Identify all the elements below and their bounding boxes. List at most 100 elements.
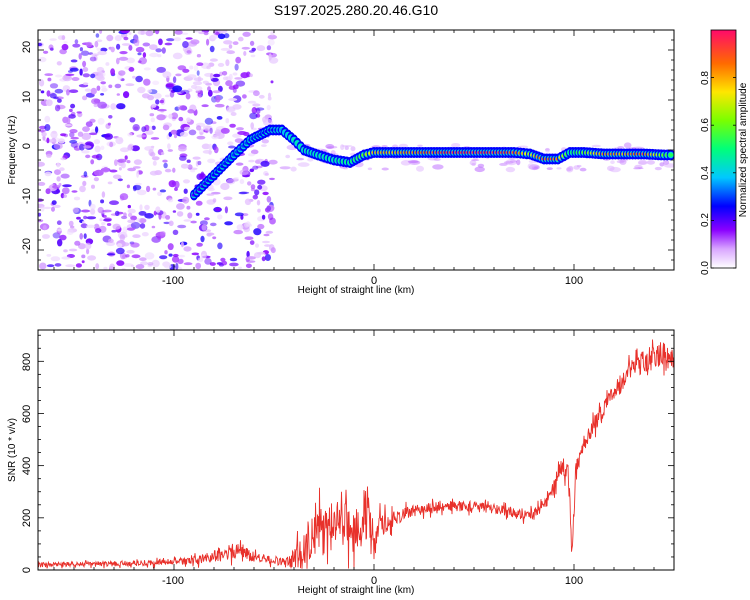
noise-blob [218, 30, 228, 34]
noise-blob [164, 42, 173, 46]
noise-blob [267, 213, 274, 221]
noise-blob [135, 46, 145, 53]
noise-blob [228, 145, 236, 149]
noise-blob [251, 107, 257, 114]
noise-blob [232, 95, 242, 103]
noise-blob [499, 162, 508, 166]
noise-blob [125, 254, 130, 258]
noise-blob [183, 179, 190, 184]
noise-blob [267, 39, 275, 46]
noise-blob [208, 143, 212, 151]
noise-blob [97, 117, 105, 125]
noise-blob [217, 242, 223, 250]
noise-blob [516, 159, 521, 166]
colorbar-tick-label: 0.4 [700, 166, 711, 180]
noise-blob [136, 217, 141, 222]
noise-blob [158, 213, 162, 220]
noise-blob [202, 80, 209, 85]
noise-blob [117, 178, 123, 182]
noise-blob [46, 264, 55, 268]
noise-blob [229, 257, 238, 262]
noise-blob [82, 60, 87, 68]
noise-blob [98, 70, 104, 79]
noise-blob [135, 182, 142, 186]
noise-blob [90, 159, 95, 165]
noise-blob [247, 100, 257, 104]
noise-blob [56, 176, 61, 182]
noise-blob [213, 146, 219, 154]
noise-blob [417, 144, 423, 147]
noise-blob [155, 206, 161, 213]
noise-blob [104, 133, 113, 140]
noise-blob [285, 154, 291, 159]
noise-blob [61, 43, 69, 51]
noise-blob [171, 256, 180, 263]
noise-blob [114, 210, 120, 216]
ridge-core [668, 153, 674, 157]
noise-blob [45, 99, 53, 107]
noise-blob [60, 133, 67, 137]
noise-blob [40, 90, 45, 94]
noise-blob [96, 85, 101, 91]
noise-blob [432, 164, 444, 170]
noise-blob [117, 72, 123, 81]
noise-blob [114, 159, 118, 167]
noise-blob [646, 160, 656, 165]
noise-blob [252, 165, 259, 170]
noise-blob [95, 228, 102, 234]
noise-blob [381, 167, 389, 171]
noise-blob [137, 30, 147, 35]
noise-blob [223, 40, 233, 45]
noise-blob [116, 103, 126, 110]
noise-blob [503, 161, 514, 164]
noise-blob [130, 221, 141, 229]
noise-blob [76, 111, 82, 114]
noise-blob [234, 177, 239, 180]
noise-blob [52, 185, 61, 189]
noise-blob [141, 126, 147, 133]
noise-blob [228, 44, 233, 49]
spectrogram-panel: -20 -10 0 10 20 -100 0 100 Height of str… [7, 29, 675, 296]
noise-blob [100, 145, 105, 150]
noise-blob [196, 242, 203, 247]
noise-blob [132, 185, 137, 192]
noise-blob [46, 254, 52, 257]
noise-blob [659, 162, 665, 167]
noise-blob [115, 247, 125, 255]
noise-blob [239, 169, 249, 176]
noise-blob [165, 215, 171, 220]
noise-blob [39, 223, 50, 231]
noise-blob [157, 108, 167, 112]
noise-blob [108, 84, 113, 89]
noise-blob [268, 92, 271, 99]
noise-blob [170, 129, 178, 135]
noise-blob [654, 166, 662, 171]
noise-blob [228, 98, 238, 101]
noise-blob [61, 256, 71, 260]
noise-blob [83, 215, 88, 220]
noise-blob [193, 65, 199, 72]
noise-blob [175, 73, 182, 77]
noise-blob [97, 50, 107, 56]
noise-blob [217, 33, 226, 40]
noise-blob [120, 30, 130, 34]
noise-blob [209, 127, 213, 134]
noise-blob [239, 191, 250, 194]
noise-blob [150, 145, 155, 149]
noise-blob [249, 240, 255, 246]
noise-blob [257, 179, 266, 185]
noise-blob [112, 174, 122, 180]
noise-blob [61, 35, 66, 41]
snr-y-tick-label: 400 [21, 457, 33, 475]
noise-blob [224, 221, 234, 226]
noise-blob [180, 163, 189, 169]
noise-blob [566, 166, 574, 173]
noise-blob [187, 74, 197, 79]
noise-blob [83, 145, 92, 149]
noise-blob [140, 30, 145, 35]
noise-blob [127, 204, 131, 209]
noise-blob [225, 80, 233, 87]
noise-blob [407, 160, 419, 164]
noise-blob [58, 138, 65, 144]
